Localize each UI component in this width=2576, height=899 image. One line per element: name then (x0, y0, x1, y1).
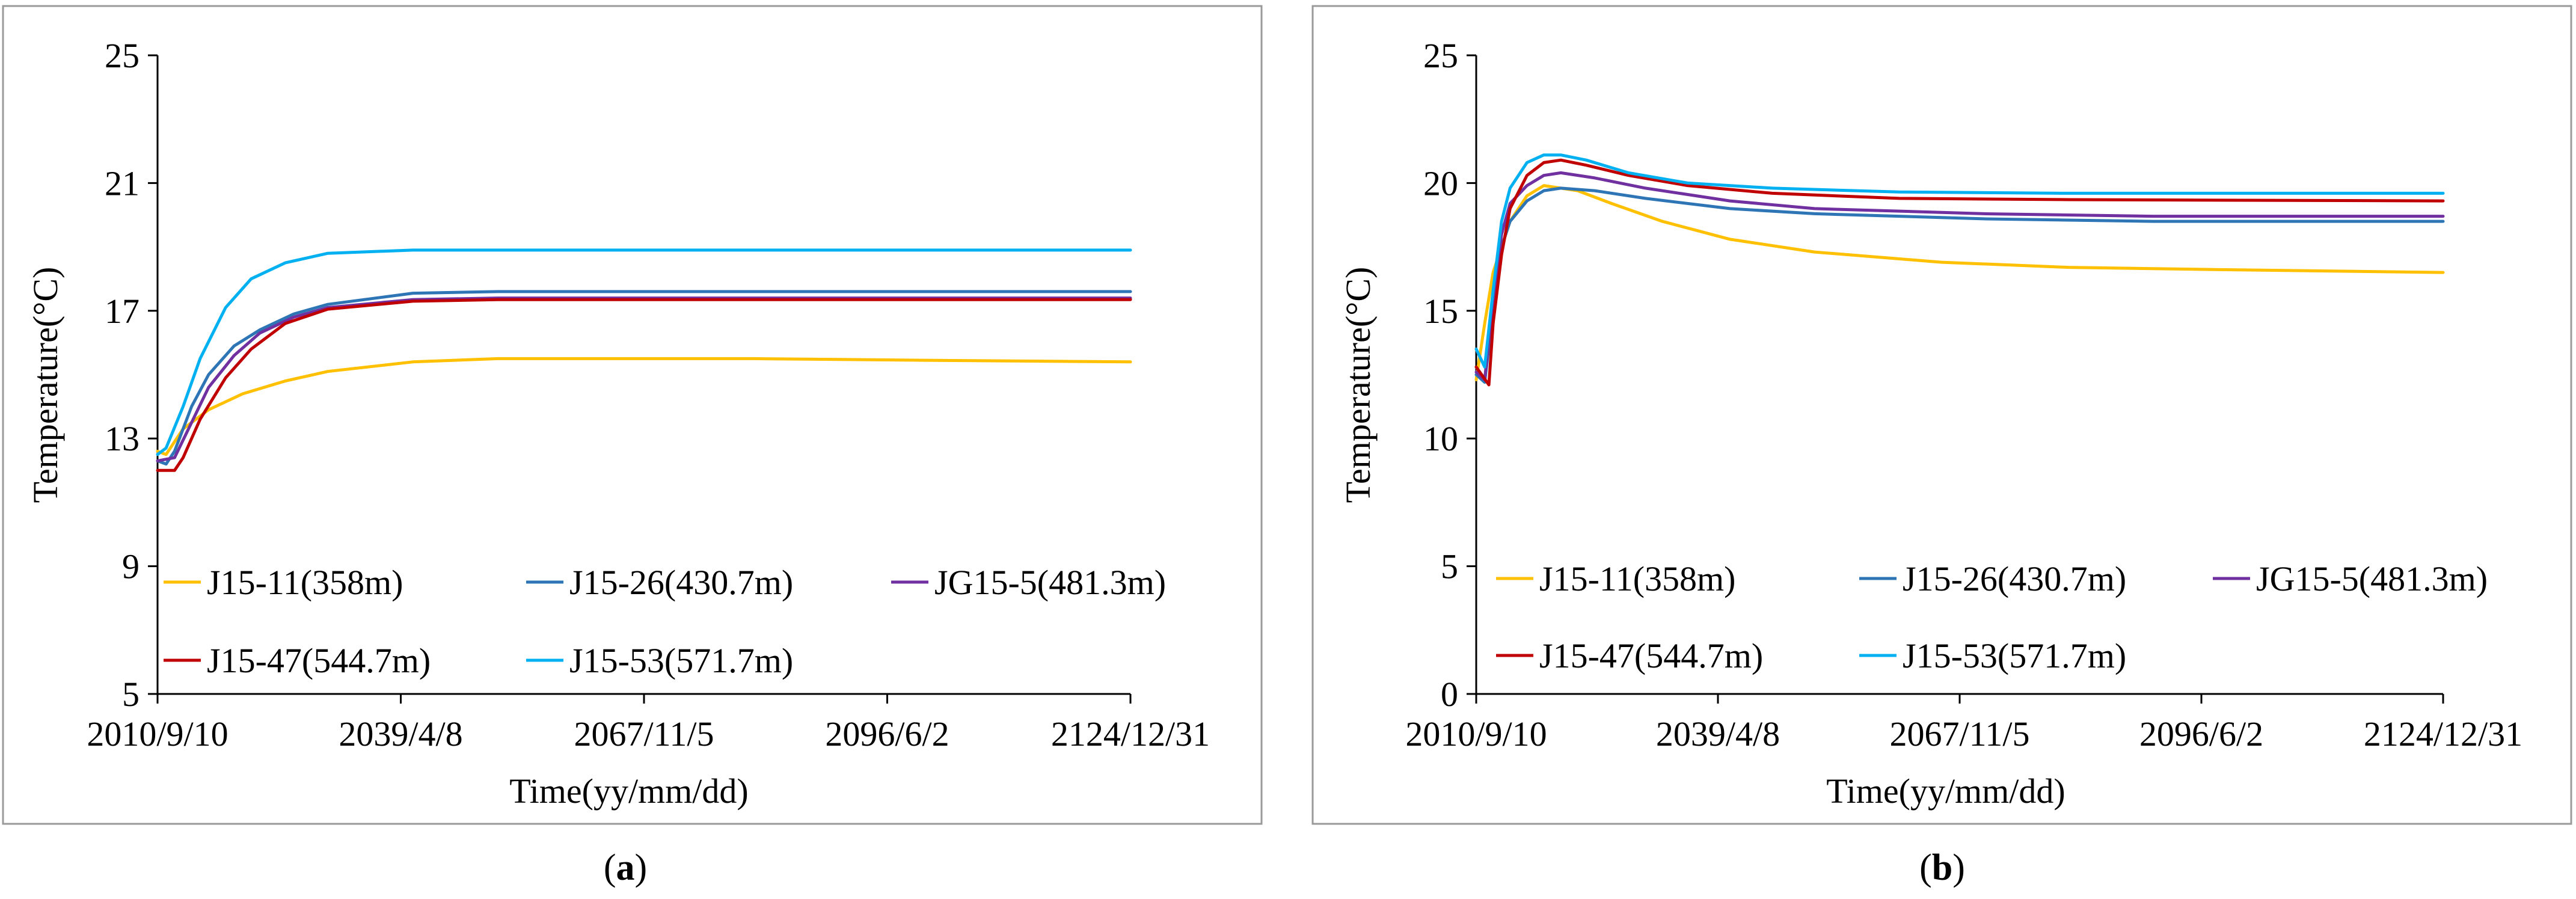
panel-caption-a: (a) (604, 847, 647, 888)
figure: 5 9 13 17 21 25 2010/9/10 2039/4/8 2067/11/5 209… (0, 0, 2576, 899)
panel-b: 0 5 10 15 20 25 2010/9/10 2039/4/8 2067/11/5 209… (1313, 6, 2571, 888)
legend-label: JG15-5(481.3m) (2256, 559, 2488, 598)
y-tick-label: 25 (1423, 36, 1458, 75)
panel-caption-b: (b) (1919, 847, 1965, 888)
legend-label: JG15-5(481.3m) (934, 563, 1166, 602)
y-tick-label: 17 (105, 292, 140, 331)
legend-label: J15-53(571.7m) (569, 641, 793, 680)
legend-label: J15-47(544.7m) (1539, 636, 1763, 675)
y-tick-label: 10 (1423, 419, 1458, 458)
y-tick-label: 13 (105, 419, 140, 458)
y-tick-label: 20 (1423, 164, 1458, 203)
y-tick-label: 0 (1441, 675, 1458, 714)
y-axis-title: Temperature(°C) (1339, 267, 1378, 503)
x-tick-label: 2096/6/2 (825, 714, 949, 753)
legend-label: J15-11(358m) (1539, 559, 1735, 598)
legend-label: J15-53(571.7m) (1903, 636, 2126, 675)
y-axis-title: Temperature(°C) (26, 267, 65, 503)
panel-a: 5 9 13 17 21 25 2010/9/10 2039/4/8 2067/11/5 209… (3, 6, 1262, 888)
y-tick-label: 15 (1423, 292, 1458, 331)
y-tick-label: 9 (122, 547, 140, 586)
panel-b-label: b (1932, 847, 1952, 888)
x-tick-label: 2096/6/2 (2139, 714, 2263, 753)
x-tick-label: 2067/11/5 (574, 714, 714, 753)
panel-a-label: a (616, 847, 635, 888)
y-tick-label: 25 (105, 36, 140, 75)
y-tick-label: 21 (105, 164, 140, 203)
legend-label: J15-26(430.7m) (569, 563, 793, 602)
x-tick-label: 2039/4/8 (1656, 714, 1780, 753)
panel-a-frame (3, 6, 1262, 824)
legend-label: J15-11(358m) (207, 563, 403, 602)
x-tick-label: 2010/9/10 (87, 714, 228, 753)
x-tick-label: 2010/9/10 (1405, 714, 1547, 753)
y-tick-label: 5 (1441, 547, 1458, 586)
x-tick-label: 2067/11/5 (1889, 714, 2029, 753)
x-axis-title: Time(yy/mm/dd) (1826, 772, 2065, 811)
x-tick-label: 2039/4/8 (339, 714, 462, 753)
legend-label: J15-26(430.7m) (1903, 559, 2126, 598)
x-axis-title: Time(yy/mm/dd) (509, 772, 748, 811)
x-tick-label: 2124/12/31 (1051, 714, 1210, 753)
x-tick-label: 2124/12/31 (2364, 714, 2522, 753)
legend-label: J15-47(544.7m) (207, 641, 431, 680)
y-tick-label: 5 (122, 675, 140, 714)
panel-b-frame (1313, 6, 2571, 824)
